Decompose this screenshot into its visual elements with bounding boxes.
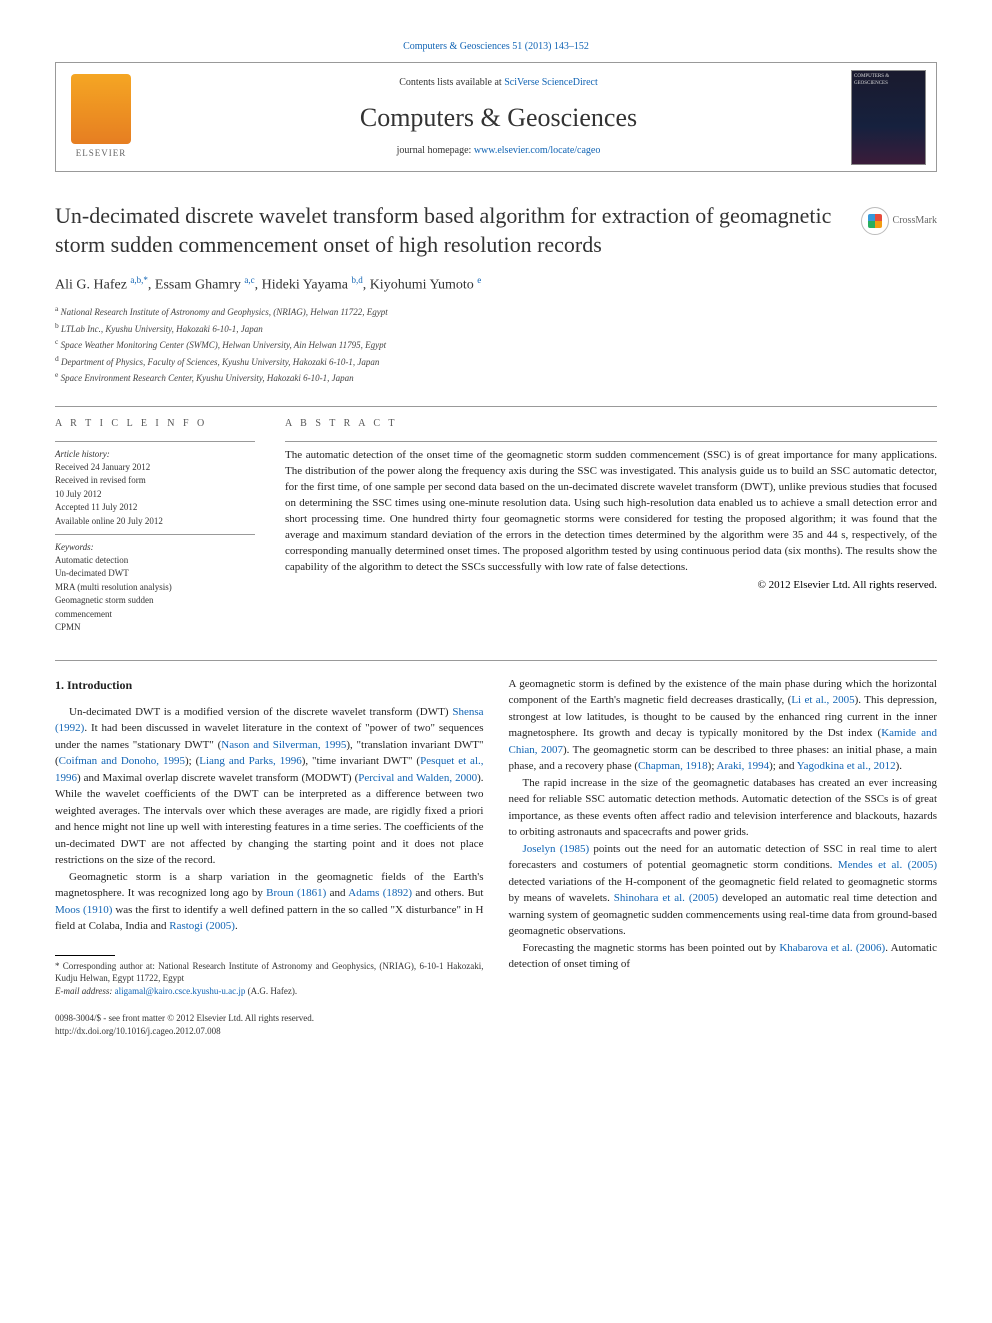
intro-para-1: Un-decimated DWT is a modified version o… — [55, 704, 484, 869]
keyword: commencement — [55, 608, 255, 622]
info-divider-top — [55, 441, 255, 442]
abstract-copyright: © 2012 Elsevier Ltd. All rights reserved… — [285, 578, 937, 593]
homepage-prefix: journal homepage: — [397, 145, 474, 156]
journal-name: Computers & Geosciences — [146, 100, 851, 136]
keyword: Geomagnetic storm sudden — [55, 594, 255, 608]
abstract-heading: A B S T R A C T — [285, 417, 937, 431]
keyword: Un-decimated DWT — [55, 567, 255, 581]
crossmark-label: CrossMark — [893, 214, 937, 228]
crossmark-badge[interactable]: CrossMark — [861, 207, 937, 235]
author-1: Ali G. Hafez — [55, 278, 130, 293]
history-online: Available online 20 July 2012 — [55, 515, 255, 529]
body-column-left: 1. Introduction Un-decimated DWT is a mo… — [55, 676, 484, 998]
keyword: MRA (multi resolution analysis) — [55, 581, 255, 595]
citation[interactable]: Mendes et al. (2005) — [838, 859, 937, 871]
history-revised-b: 10 July 2012 — [55, 488, 255, 502]
email-suffix: (A.G. Hafez). — [245, 986, 297, 996]
corresponding-author-note: * Corresponding author at: National Rese… — [55, 960, 484, 985]
affiliation-b: LTLab Inc., Kyushu University, Hakozaki … — [61, 324, 263, 334]
citation[interactable]: Liang and Parks, 1996 — [199, 755, 301, 767]
contents-prefix: Contents lists available at — [399, 77, 504, 88]
citation[interactable]: Percival and Walden, 2000 — [358, 772, 477, 784]
page-container: Computers & Geosciences 51 (2013) 143–15… — [0, 0, 992, 1068]
author-2-affil: a,c — [244, 275, 254, 285]
citation[interactable]: Coifman and Donoho, 1995 — [59, 755, 185, 767]
history-revised-a: Received in revised form — [55, 474, 255, 488]
citation[interactable]: Li et al., 2005 — [791, 694, 854, 706]
body-para-r4: Forecasting the magnetic storms has been… — [509, 940, 938, 973]
elsevier-logo[interactable]: ELSEVIER — [56, 64, 146, 170]
body-divider — [55, 660, 937, 661]
journal-cover-thumbnail[interactable]: COMPUTERS & GEOSCIENCES — [851, 70, 926, 165]
citation[interactable]: Adams (1892) — [348, 887, 412, 899]
body-columns: 1. Introduction Un-decimated DWT is a mo… — [55, 676, 937, 998]
abstract-text: The automatic detection of the onset tim… — [285, 448, 937, 576]
homepage-line: journal homepage: www.elsevier.com/locat… — [146, 144, 851, 158]
author-3-affil: b,d — [351, 275, 362, 285]
citation[interactable]: Joselyn (1985) — [523, 843, 590, 855]
affiliation-e: Space Environment Research Center, Kyush… — [61, 373, 354, 383]
email-footnote: E-mail address: aligamal@kairo.csce.kyus… — [55, 985, 484, 998]
body-para-r3: Joselyn (1985) points out the need for a… — [509, 841, 938, 940]
header-center: Contents lists available at SciVerse Sci… — [146, 76, 851, 158]
citation[interactable]: Shinohara et al. (2005) — [614, 892, 718, 904]
abstract-divider — [285, 441, 937, 442]
issn-line: 0098-3004/$ - see front matter © 2012 El… — [55, 1012, 314, 1025]
citation[interactable]: Moos (1910) — [55, 904, 112, 916]
citation[interactable]: Chapman, 1918 — [638, 760, 708, 772]
crossmark-icon — [861, 207, 889, 235]
journal-header: ELSEVIER Contents lists available at Sci… — [55, 62, 937, 172]
sciencedirect-link[interactable]: SciVerse ScienceDirect — [504, 77, 598, 88]
authors-line: Ali G. Hafez a,b,*, Essam Ghamry a,c, Hi… — [55, 274, 937, 295]
author-1-affil: a,b, — [130, 275, 143, 285]
article-title: Un-decimated discrete wavelet transform … — [55, 202, 937, 259]
page-footer: 0098-3004/$ - see front matter © 2012 El… — [55, 1012, 937, 1037]
abstract-column: A B S T R A C T The automatic detection … — [285, 417, 937, 635]
keyword: CPMN — [55, 621, 255, 635]
info-divider-mid — [55, 534, 255, 535]
intro-heading: 1. Introduction — [55, 676, 484, 694]
contents-line: Contents lists available at SciVerse Sci… — [146, 76, 851, 90]
article-info-column: A R T I C L E I N F O Article history: R… — [55, 417, 255, 635]
body-para-r1: A geomagnetic storm is defined by the ex… — [509, 676, 938, 775]
intro-para-2: Geomagnetic storm is a sharp variation i… — [55, 869, 484, 935]
affiliation-d: Department of Physics, Faculty of Scienc… — [61, 357, 379, 367]
citation[interactable]: Yagodkina et al., 2012 — [797, 760, 896, 772]
email-link[interactable]: aligamal@kairo.csce.kyushu-u.ac.jp — [115, 986, 246, 996]
author-3: , Hideki Yayama — [255, 278, 352, 293]
elsevier-label: ELSEVIER — [66, 147, 136, 160]
author-4: , Kiyohumi Yumoto — [363, 278, 478, 293]
citation[interactable]: Nason and Silverman, 1995 — [221, 739, 346, 751]
history-received: Received 24 January 2012 — [55, 461, 255, 475]
footnote-separator — [55, 955, 115, 956]
keywords-label: Keywords: — [55, 541, 255, 554]
author-2: , Essam Ghamry — [148, 278, 244, 293]
footer-left: 0098-3004/$ - see front matter © 2012 El… — [55, 1012, 314, 1037]
keyword: Automatic detection — [55, 554, 255, 568]
history-label: Article history: — [55, 448, 255, 461]
homepage-link[interactable]: www.elsevier.com/locate/cageo — [474, 145, 601, 156]
email-label: E-mail address: — [55, 986, 115, 996]
citation[interactable]: Araki, 1994 — [717, 760, 770, 772]
section-divider — [55, 406, 937, 407]
info-abstract-row: A R T I C L E I N F O Article history: R… — [55, 417, 937, 635]
elsevier-tree-icon — [71, 74, 131, 144]
citation[interactable]: Rastogi (2005) — [169, 920, 235, 932]
affiliation-a: National Research Institute of Astronomy… — [61, 307, 388, 317]
body-column-right: A geomagnetic storm is defined by the ex… — [509, 676, 938, 998]
top-citation: Computers & Geosciences 51 (2013) 143–15… — [55, 40, 937, 54]
citation[interactable]: Broun (1861) — [266, 887, 326, 899]
affiliation-c: Space Weather Monitoring Center (SWMC), … — [61, 340, 387, 350]
citation[interactable]: Khabarova et al. (2006) — [779, 942, 885, 954]
history-accepted: Accepted 11 July 2012 — [55, 501, 255, 515]
body-para-r2: The rapid increase in the size of the ge… — [509, 775, 938, 841]
article-info-heading: A R T I C L E I N F O — [55, 417, 255, 431]
affiliations: a National Research Institute of Astrono… — [55, 303, 937, 386]
author-4-affil: e — [477, 275, 481, 285]
doi-line[interactable]: http://dx.doi.org/10.1016/j.cageo.2012.0… — [55, 1025, 314, 1038]
